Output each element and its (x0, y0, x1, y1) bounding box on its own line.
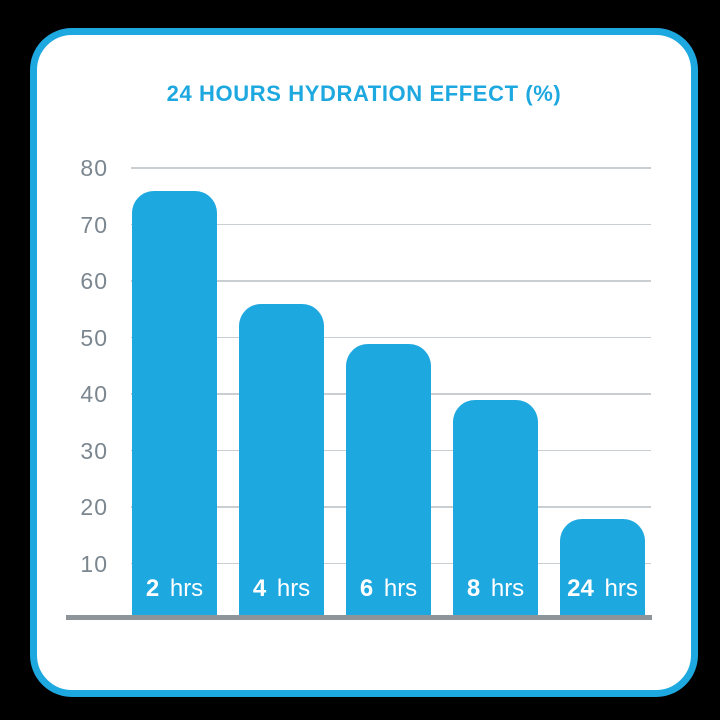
y-tick-label: 20 (80, 494, 108, 520)
y-tick-label: 10 (80, 550, 108, 577)
y-tick-label: 40 (80, 381, 108, 407)
chart-title: 24 HOURS HYDRATION EFFECT (%) (166, 81, 562, 106)
bar-label: 2 hrs (145, 575, 204, 602)
y-tick-label: 70 (80, 211, 108, 238)
y-tick-label: 80 (80, 155, 108, 181)
gridline (131, 336, 651, 339)
bar-label: 8 hrs (466, 574, 525, 602)
bar-label: 24 hrs (567, 574, 638, 602)
bar-label: 4 hrs (252, 575, 311, 602)
x-axis-line (66, 615, 652, 620)
gridline (131, 280, 651, 282)
gridline (131, 167, 651, 169)
gridline (131, 223, 651, 226)
y-tick-label: 60 (80, 268, 108, 294)
y-tick-label: 50 (80, 324, 108, 351)
chart-card: 24 HOURS HYDRATION EFFECT (%) 80 70 60 50 40… (30, 28, 698, 697)
y-tick-label: 30 (80, 437, 108, 464)
bar-8hrs: 8 hrs (453, 400, 538, 615)
bar-4hrs: 4 hrs (239, 304, 324, 615)
bar-2hrs: 2 hrs (132, 191, 217, 615)
bar-label: 6 hrs (359, 574, 418, 602)
bar-chart: 80 70 60 50 40 30 20 10 2 hrs 4 hrs 6 hrs 8 hrs 24 h… (66, 150, 652, 630)
bar-6hrs: 6 hrs (346, 343, 431, 615)
bar-24hrs: 24 hrs (560, 518, 645, 615)
